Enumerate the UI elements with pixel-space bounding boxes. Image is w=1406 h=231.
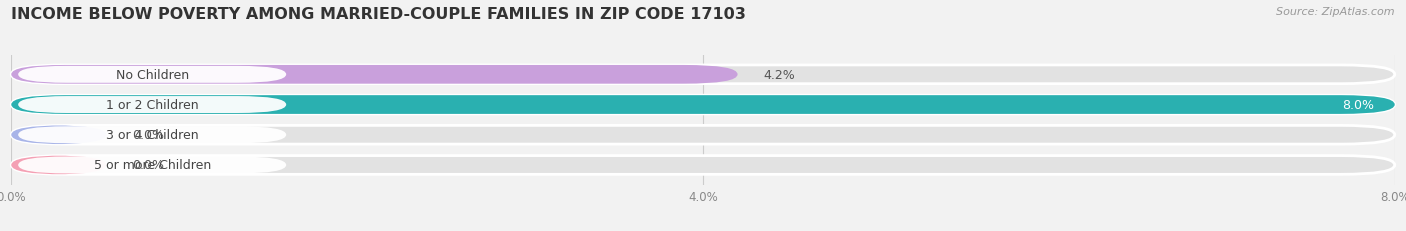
FancyBboxPatch shape	[11, 66, 738, 84]
Text: 0.0%: 0.0%	[132, 129, 165, 142]
Text: 1 or 2 Children: 1 or 2 Children	[105, 99, 198, 112]
Text: Source: ZipAtlas.com: Source: ZipAtlas.com	[1277, 7, 1395, 17]
FancyBboxPatch shape	[11, 126, 107, 144]
Text: 8.0%: 8.0%	[1341, 99, 1374, 112]
FancyBboxPatch shape	[11, 66, 1395, 84]
FancyBboxPatch shape	[11, 156, 107, 175]
FancyBboxPatch shape	[11, 126, 1395, 144]
Text: 5 or more Children: 5 or more Children	[94, 159, 211, 172]
FancyBboxPatch shape	[18, 97, 287, 113]
Text: No Children: No Children	[115, 69, 188, 82]
Text: INCOME BELOW POVERTY AMONG MARRIED-COUPLE FAMILIES IN ZIP CODE 17103: INCOME BELOW POVERTY AMONG MARRIED-COUPL…	[11, 7, 747, 22]
FancyBboxPatch shape	[11, 96, 1395, 114]
FancyBboxPatch shape	[11, 96, 1395, 114]
Text: 0.0%: 0.0%	[132, 159, 165, 172]
Text: 3 or 4 Children: 3 or 4 Children	[105, 129, 198, 142]
FancyBboxPatch shape	[11, 156, 1395, 175]
FancyBboxPatch shape	[18, 67, 287, 83]
FancyBboxPatch shape	[18, 157, 287, 174]
FancyBboxPatch shape	[18, 127, 287, 144]
Text: 4.2%: 4.2%	[763, 69, 796, 82]
